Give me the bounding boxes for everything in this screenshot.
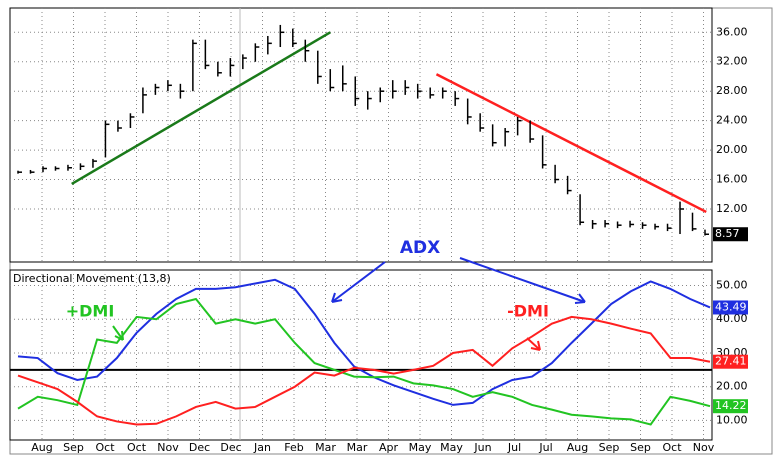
- x-tick-label: Aug: [567, 441, 588, 454]
- x-tick-label: Mar: [315, 441, 336, 454]
- y-tick-label: 28.00: [716, 84, 748, 97]
- x-tick-label: Jul: [507, 441, 521, 454]
- x-tick-label: Jan: [253, 441, 271, 454]
- y-tick-label: 20.00: [716, 380, 748, 393]
- annotation-arrows: [112, 257, 586, 351]
- y-tick-label: 16.00: [716, 173, 748, 186]
- annotation: ADX: [400, 238, 440, 258]
- trendline: [435, 73, 707, 214]
- x-tick-label: Oct: [662, 441, 682, 454]
- last-value-label: 43.49: [715, 300, 747, 313]
- y-tick-label: 12.00: [716, 202, 748, 215]
- x-tick-label: Nov: [693, 441, 715, 454]
- last-value-label: 8.57: [715, 227, 740, 240]
- x-tick-label: Nov: [157, 441, 179, 454]
- annotation: -DMI: [507, 302, 549, 321]
- price-panel: [9, 7, 713, 263]
- x-tick-label: Feb: [284, 441, 303, 454]
- x-tick-label: Aug: [31, 441, 52, 454]
- series-line: [17, 297, 711, 426]
- y-tick-label: 40.00: [716, 312, 748, 325]
- x-tick-label: Jun: [473, 441, 491, 454]
- x-tick-label: Apr: [379, 441, 399, 454]
- x-tick-label: May: [409, 441, 432, 454]
- y-tick-label: 36.00: [716, 25, 748, 38]
- panel-title: Directional Movement (13,8): [13, 272, 171, 285]
- series-line: [17, 315, 711, 426]
- trendline: [71, 31, 331, 186]
- arrow: [112, 325, 124, 341]
- y-tick-label: 50.00: [716, 279, 748, 292]
- last-value-box: [713, 227, 748, 242]
- x-tick-label: Oct: [95, 441, 115, 454]
- y-tick-label: 24.00: [716, 114, 748, 127]
- y-tick-label: 32.00: [716, 55, 748, 68]
- x-tick-label: Dec: [189, 441, 210, 454]
- x-tick-label: Oct: [127, 441, 147, 454]
- y-tick-label: 20.00: [716, 143, 748, 156]
- x-tick-label: May: [440, 441, 463, 454]
- x-tick-label: Jul: [538, 441, 552, 454]
- x-tick-label: Sep: [630, 441, 651, 454]
- x-tick-label: Sep: [599, 441, 620, 454]
- x-tick-label: Dec: [220, 441, 241, 454]
- last-value-box: [713, 300, 748, 315]
- x-tick-label: Sep: [63, 441, 84, 454]
- last-value-box: [713, 399, 748, 414]
- arrow: [526, 337, 541, 351]
- arrow: [331, 261, 386, 303]
- annotation: +DMI: [66, 302, 115, 321]
- y-tick-label: 10.00: [716, 413, 748, 426]
- last-value-label: 27.41: [715, 355, 747, 368]
- last-value-box: [713, 354, 748, 369]
- last-value-label: 14.22: [715, 399, 747, 412]
- arrow: [459, 257, 586, 304]
- dmi-panel: [9, 269, 713, 441]
- x-tick-label: Mar: [347, 441, 368, 454]
- marks: [10, 24, 712, 426]
